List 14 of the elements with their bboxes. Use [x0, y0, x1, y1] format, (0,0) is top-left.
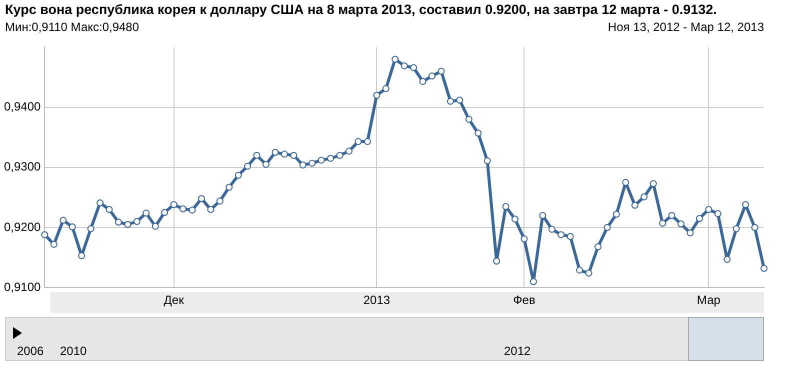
text: Ноя 13, 2012 - Мар 12, 2013 — [608, 20, 764, 34]
text: 2006 — [17, 344, 44, 358]
chart-title: Курс вона республика корея к доллару США на 8 марта 2013, составил 0.9200, на завтра 12 марта - 0.9132. — [5, 2, 717, 17]
y-tick-label: 0,9400 — [4, 100, 42, 114]
x-tick-label: 2013 — [363, 293, 390, 308]
text: 2010 — [60, 344, 87, 358]
x-tick-label: Фев — [513, 293, 536, 308]
x-tick-label: Мар — [696, 293, 721, 308]
text: 2012 — [504, 344, 531, 358]
chart-subtitle: Мин:0,9110 Макс:0,9480 — [5, 20, 140, 34]
y-tick-label: 0,9300 — [4, 160, 42, 174]
y-tick-label: 0,9100 — [4, 280, 42, 294]
y-tick-label: 0,9200 — [4, 220, 42, 234]
x-tick-label: Дек — [164, 293, 185, 308]
